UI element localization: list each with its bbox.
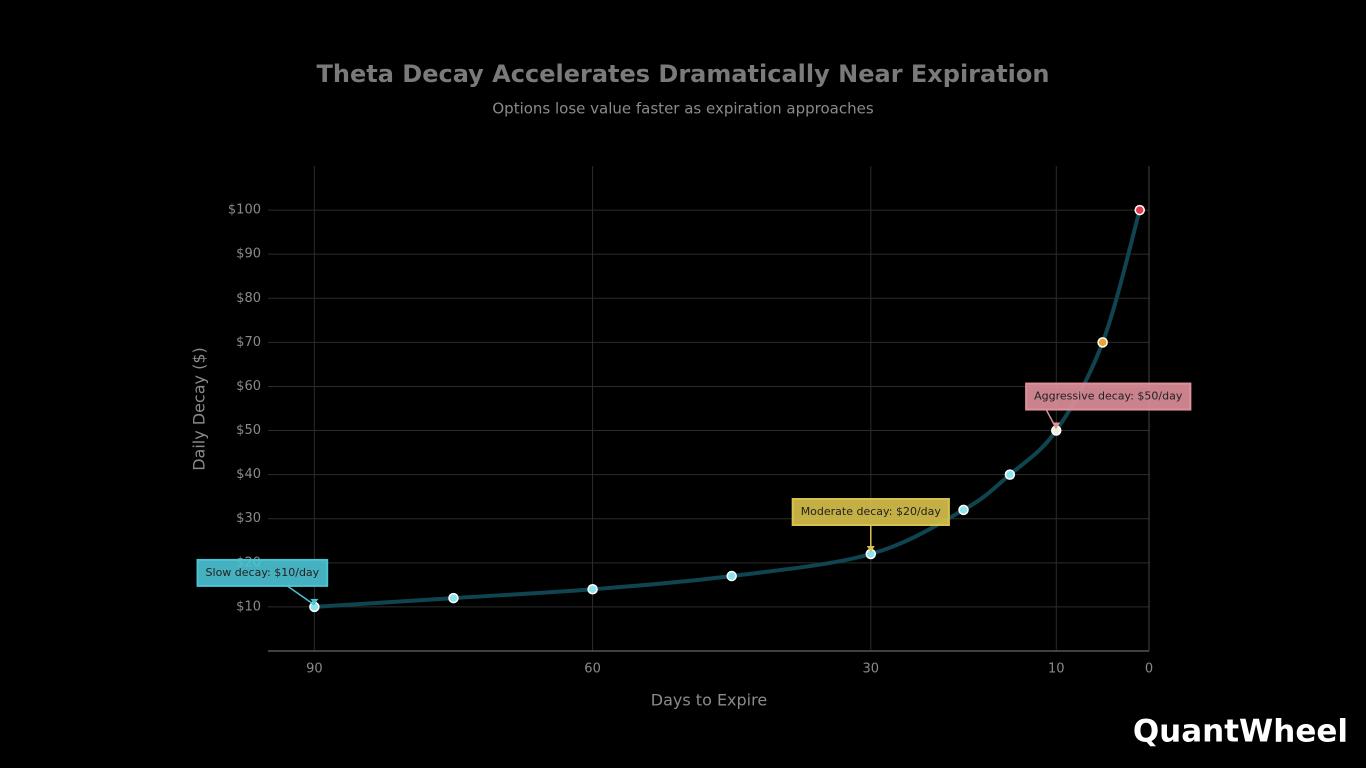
annotation-arrow [286, 585, 315, 606]
annotation-arrowhead [1052, 422, 1061, 429]
y-tick-label: $70 [236, 335, 261, 350]
chart-subtitle: Options lose value faster as expiration … [492, 100, 873, 118]
annotation-arrowhead [310, 598, 319, 605]
annotation: Aggressive decay: $50/day [1025, 382, 1192, 411]
annotation: Slow decay: $10/day [196, 558, 329, 587]
y-tick-label: $60 [236, 379, 261, 394]
data-point [1097, 337, 1108, 348]
data-point [1134, 204, 1145, 216]
y-tick-label: $50 [236, 423, 261, 438]
annotation-box [1025, 382, 1192, 411]
data-point [958, 504, 969, 516]
x-tick-label: 30 [863, 662, 880, 677]
y-axis-label: Daily Decay ($) [190, 347, 209, 471]
x-tick-label: 90 [306, 662, 323, 677]
data-point [448, 592, 459, 604]
annotation: Moderate decay: $20/day [791, 498, 950, 526]
annotation-box [791, 498, 950, 526]
annotation-text: Moderate decay: $20/day [801, 505, 942, 518]
annotation-box [196, 558, 329, 587]
y-tick-label: $10 [236, 599, 261, 614]
brand-watermark: QuantWheel [1133, 714, 1348, 750]
x-tick-label: 10 [1048, 662, 1065, 677]
y-tick-label: $30 [236, 511, 261, 526]
y-tick-label: $100 [228, 203, 261, 218]
y-tick-label: $90 [236, 247, 261, 262]
annotation-text: Slow decay: $10/day [206, 566, 320, 579]
y-tick-label: $40 [236, 467, 261, 482]
chart-title: Theta Decay Accelerates Dramatically Nea… [317, 60, 1050, 88]
data-point [587, 584, 598, 595]
data-point [1004, 469, 1016, 480]
x-tick-label: 0 [1145, 662, 1153, 677]
annotation-arrowhead [866, 546, 875, 552]
x-tick-label: 60 [584, 662, 601, 677]
y-tick-label: $80 [236, 291, 261, 306]
x-axis-label: Days to Expire [651, 691, 767, 710]
data-point [726, 570, 737, 582]
annotation-text: Aggressive decay: $50/day [1034, 390, 1183, 403]
